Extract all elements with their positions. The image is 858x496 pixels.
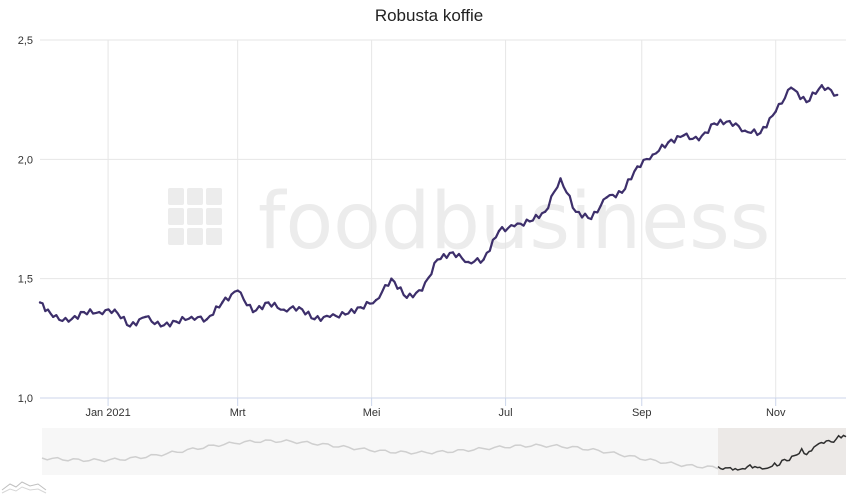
data-point bbox=[543, 210, 547, 213]
data-point bbox=[528, 220, 531, 223]
data-point bbox=[559, 177, 562, 180]
data-point bbox=[436, 258, 439, 261]
data-point bbox=[144, 315, 147, 319]
x-tick-label: Mei bbox=[363, 407, 381, 419]
navigator[interactable] bbox=[41, 428, 847, 475]
data-point bbox=[128, 325, 132, 328]
data-point bbox=[774, 110, 777, 113]
x-tick-label: Jul bbox=[499, 407, 513, 419]
data-point bbox=[405, 296, 408, 299]
data-point bbox=[805, 100, 808, 104]
y-tick-label: 1,0 bbox=[18, 393, 33, 405]
data-point bbox=[38, 301, 42, 304]
data-point bbox=[574, 210, 578, 213]
mini-chart-icon bbox=[1, 481, 47, 494]
data-point bbox=[221, 301, 224, 304]
data-point bbox=[420, 289, 424, 292]
x-tick-label: Sep bbox=[632, 407, 652, 419]
y-tick-label: 1,5 bbox=[18, 274, 33, 286]
navigator-selected-line bbox=[717, 434, 847, 471]
x-axis: Jan 2021 Mrt Mei Jul Sep Nov bbox=[85, 398, 786, 419]
data-point bbox=[175, 320, 178, 323]
data-point bbox=[374, 298, 378, 302]
data-point bbox=[282, 308, 285, 311]
chart-title: Robusta koffie bbox=[375, 6, 483, 25]
data-point bbox=[98, 310, 101, 314]
data-point bbox=[236, 289, 239, 292]
data-point bbox=[205, 318, 209, 321]
data-point bbox=[190, 315, 193, 319]
data-point bbox=[789, 86, 793, 89]
data-point bbox=[759, 131, 762, 135]
data-point bbox=[820, 84, 823, 87]
navigator-context-line bbox=[41, 439, 719, 470]
watermark-text: foodbusiness bbox=[258, 177, 770, 267]
data-point bbox=[344, 313, 347, 316]
y-tick-label: 2,5 bbox=[18, 35, 33, 47]
data-point bbox=[328, 315, 332, 319]
y-axis: 1,0 1,5 2,0 2,5 bbox=[18, 35, 33, 405]
series-robusta bbox=[38, 84, 839, 328]
data-point bbox=[67, 320, 70, 323]
data-point bbox=[713, 122, 716, 125]
data-point bbox=[620, 191, 624, 194]
data-point bbox=[682, 134, 685, 137]
x-tick-label: Mrt bbox=[230, 407, 246, 419]
data-point bbox=[451, 251, 455, 254]
data-point bbox=[113, 308, 116, 311]
data-point bbox=[390, 277, 393, 280]
y-tick-label: 2,0 bbox=[18, 154, 33, 166]
data-point bbox=[497, 229, 501, 233]
data-point bbox=[605, 196, 608, 199]
data-point bbox=[743, 129, 747, 132]
data-point bbox=[728, 119, 731, 123]
data-point bbox=[590, 217, 593, 221]
data-point bbox=[513, 225, 516, 228]
watermark-logo-icon bbox=[168, 188, 222, 245]
data-point bbox=[52, 315, 55, 319]
data-point bbox=[636, 165, 639, 168]
data-point bbox=[482, 258, 485, 261]
x-tick-label: Nov bbox=[766, 407, 786, 419]
navigator-selection[interactable] bbox=[718, 428, 846, 475]
data-point bbox=[666, 141, 670, 144]
data-point bbox=[697, 139, 701, 142]
foodbusiness-watermark: foodbusiness bbox=[168, 177, 770, 267]
data-point bbox=[359, 306, 362, 309]
data-point bbox=[82, 310, 86, 314]
data-point bbox=[267, 301, 270, 304]
data-point bbox=[313, 318, 316, 321]
x-tick-label: Jan 2021 bbox=[85, 407, 130, 419]
data-point bbox=[651, 153, 654, 156]
gridlines bbox=[40, 39, 846, 398]
data-point bbox=[251, 310, 255, 314]
data-point bbox=[467, 260, 470, 264]
data-point bbox=[297, 306, 301, 309]
data-point bbox=[159, 325, 162, 328]
data-point bbox=[836, 93, 839, 97]
